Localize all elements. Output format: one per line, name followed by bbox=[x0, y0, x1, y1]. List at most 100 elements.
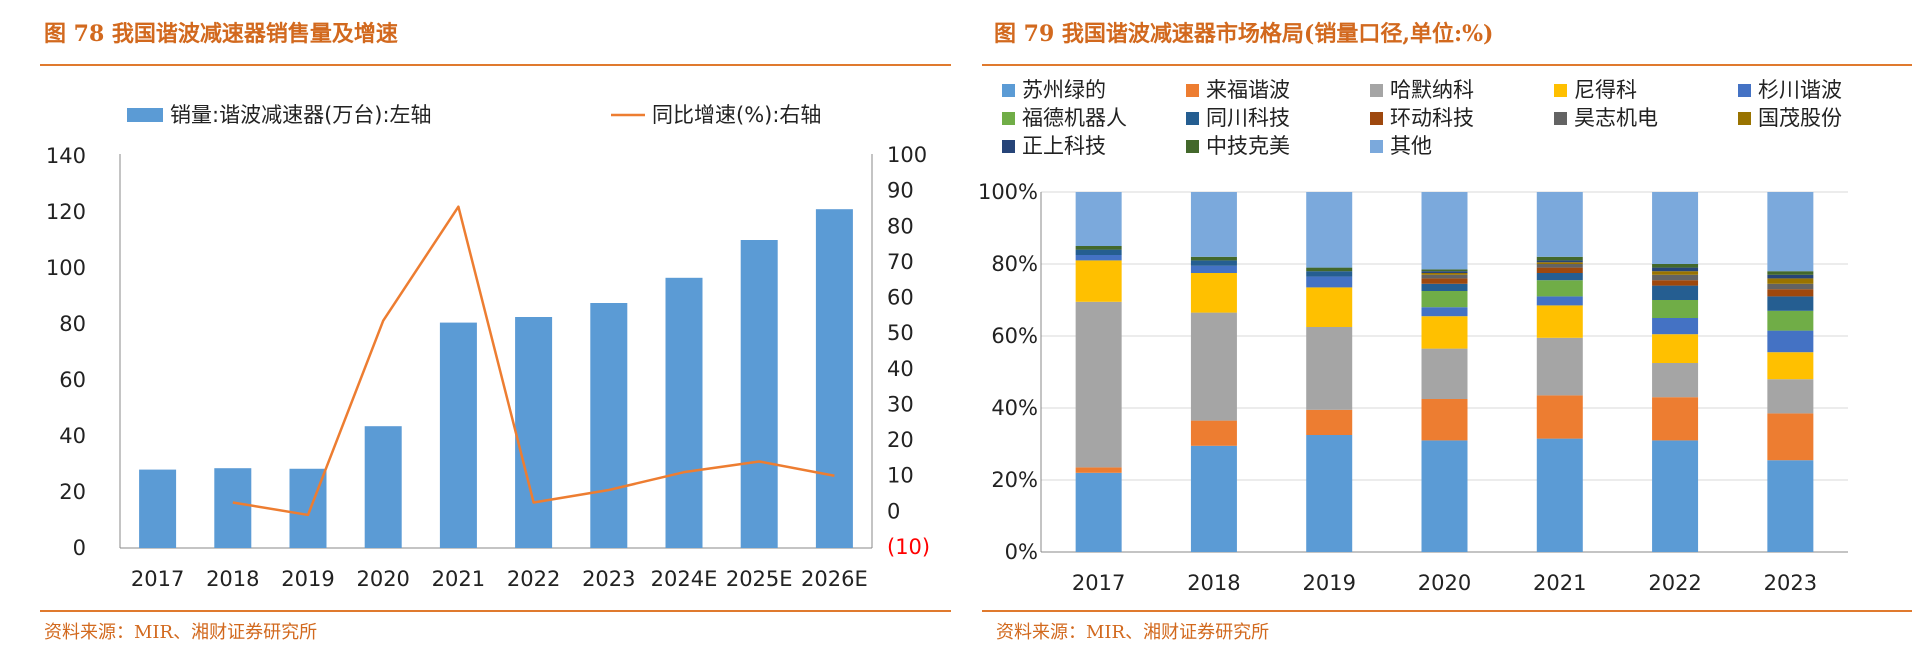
segment-2019-中技克美 bbox=[1306, 267, 1353, 272]
segment-2017-来福谐波 bbox=[1075, 467, 1122, 473]
legend-label: 哈默纳科 bbox=[1390, 78, 1474, 102]
bottom-divider bbox=[40, 610, 951, 612]
y-tick-label: 100% bbox=[978, 180, 1038, 204]
legend-swatch-昊志机电 bbox=[1554, 112, 1567, 125]
segment-2019-来福谐波 bbox=[1306, 409, 1353, 435]
x-tick-label: 2024E bbox=[651, 567, 718, 591]
segment-2019-哈默纳科 bbox=[1306, 327, 1353, 410]
y-right-tick-label: 60 bbox=[887, 286, 914, 310]
legend-bar-swatch bbox=[127, 108, 163, 122]
segment-2022-昊志机电 bbox=[1652, 274, 1699, 281]
y-tick-label: 60% bbox=[991, 324, 1038, 348]
figure-78-title: 图 78 我国谐波减速器销售量及增速 bbox=[44, 21, 398, 47]
segment-2023-正上科技 bbox=[1767, 274, 1814, 279]
bar-2022 bbox=[515, 317, 553, 548]
bar-2023 bbox=[590, 303, 628, 548]
legend-label: 福德机器人 bbox=[1022, 106, 1127, 130]
segment-2021-同川科技 bbox=[1536, 273, 1583, 281]
segment-2023-尼得科 bbox=[1767, 352, 1814, 380]
legend-swatch-同川科技 bbox=[1186, 112, 1199, 125]
segment-2022-杉川谐波 bbox=[1652, 318, 1699, 335]
segment-2018-来福谐波 bbox=[1190, 420, 1237, 446]
x-tick-label: 2023 bbox=[582, 567, 635, 591]
x-tick-label: 2019 bbox=[1302, 571, 1355, 595]
y-right-tick-label: 90 bbox=[887, 179, 914, 203]
segment-2019-同川科技 bbox=[1306, 271, 1353, 277]
segment-2021-昊志机电 bbox=[1536, 264, 1583, 268]
y-right-tick-label: 70 bbox=[887, 250, 914, 274]
segment-2020-昊志机电 bbox=[1421, 274, 1468, 279]
segment-2020-杉川谐波 bbox=[1421, 307, 1468, 317]
segment-2017-杉川谐波 bbox=[1075, 255, 1122, 261]
bar-2018 bbox=[214, 468, 252, 548]
y-left-tick-label: 0 bbox=[73, 536, 86, 560]
legend-swatch-苏州绿的 bbox=[1002, 84, 1015, 97]
legend-swatch-正上科技 bbox=[1002, 140, 1015, 153]
legend-label: 中技克美 bbox=[1206, 134, 1290, 158]
segment-2017-同川科技 bbox=[1075, 249, 1122, 255]
segment-2018-中技克美 bbox=[1190, 256, 1237, 261]
legend-label: 同川科技 bbox=[1206, 106, 1290, 130]
legend-swatch-其他 bbox=[1370, 140, 1383, 153]
legend-swatch-福德机器人 bbox=[1002, 112, 1015, 125]
segment-2023-苏州绿的 bbox=[1767, 460, 1814, 552]
y-tick-label: 0% bbox=[1005, 540, 1038, 564]
segment-2021-其他 bbox=[1536, 192, 1583, 257]
legend-label: 苏州绿的 bbox=[1022, 78, 1106, 102]
bar-2025E bbox=[740, 240, 778, 548]
y-left-tick-label: 140 bbox=[46, 144, 86, 168]
segment-2021-苏州绿的 bbox=[1536, 438, 1583, 552]
bar-2024E bbox=[665, 277, 703, 548]
segment-2017-哈默纳科 bbox=[1075, 301, 1122, 468]
segment-2021-杉川谐波 bbox=[1536, 296, 1583, 306]
figure-79-title: 图 79 我国谐波减速器市场格局(销量口径,单位:%) bbox=[994, 21, 1494, 47]
legend-swatch-中技克美 bbox=[1186, 140, 1199, 153]
bar-2020 bbox=[364, 426, 402, 548]
segment-2020-来福谐波 bbox=[1421, 399, 1468, 441]
y-left-tick-label: 40 bbox=[59, 424, 86, 448]
segment-2021-福德机器人 bbox=[1536, 280, 1583, 297]
segment-2020-苏州绿的 bbox=[1421, 440, 1468, 552]
x-tick-label: 2018 bbox=[206, 567, 259, 591]
segment-2023-哈默纳科 bbox=[1767, 379, 1814, 414]
x-tick-label: 2023 bbox=[1764, 571, 1817, 595]
top-divider bbox=[982, 64, 1912, 66]
segment-2021-中技克美 bbox=[1536, 256, 1583, 261]
segment-2022-同川科技 bbox=[1652, 285, 1699, 300]
y-left-tick-label: 60 bbox=[59, 368, 86, 392]
legend-bar-label: 销量:谐波减速器(万台):左轴 bbox=[170, 103, 432, 127]
y-right-tick-label: 80 bbox=[887, 214, 914, 238]
bar-2026E bbox=[815, 209, 853, 548]
segment-2022-其他 bbox=[1652, 192, 1699, 264]
segment-2017-中技克美 bbox=[1075, 246, 1122, 250]
segment-2017-苏州绿的 bbox=[1075, 472, 1122, 552]
legend-label: 其他 bbox=[1390, 134, 1432, 158]
segment-2021-环动科技 bbox=[1536, 267, 1583, 273]
segment-2019-杉川谐波 bbox=[1306, 276, 1353, 288]
left-panel: 图 78 我国谐波减速器销售量及增速 销量:谐波减速器(万台):左轴 同比增速(%… bbox=[0, 0, 955, 652]
legend-swatch-来福谐波 bbox=[1186, 84, 1199, 97]
segment-2022-尼得科 bbox=[1652, 334, 1699, 363]
segment-2020-其他 bbox=[1421, 192, 1468, 270]
right-panel: 图 79 我国谐波减速器市场格局(销量口径,单位:%) 苏州绿的 来福谐波 哈默纳科… bbox=[978, 0, 1916, 652]
segment-2020-哈默纳科 bbox=[1421, 348, 1468, 399]
segment-2023-来福谐波 bbox=[1767, 413, 1814, 461]
segment-2020-国茂股份 bbox=[1421, 273, 1468, 275]
legend-swatch-环动科技 bbox=[1370, 112, 1383, 125]
segment-2022-中技克美 bbox=[1652, 264, 1699, 268]
segment-2019-其他 bbox=[1306, 192, 1353, 268]
segment-2017-尼得科 bbox=[1075, 260, 1122, 302]
legend-label: 正上科技 bbox=[1022, 134, 1106, 158]
segment-2018-其他 bbox=[1190, 192, 1237, 257]
legend-line-label: 同比增速(%):右轴 bbox=[652, 103, 821, 127]
segment-2023-其他 bbox=[1767, 192, 1814, 272]
segment-2018-苏州绿的 bbox=[1190, 445, 1237, 552]
segment-2022-环动科技 bbox=[1652, 280, 1699, 286]
segment-2023-环动科技 bbox=[1767, 289, 1814, 297]
y-right-tick-label: 50 bbox=[887, 321, 914, 345]
x-tick-label: 2022 bbox=[507, 567, 560, 591]
segment-2022-苏州绿的 bbox=[1652, 440, 1699, 552]
x-tick-label: 2017 bbox=[131, 567, 184, 591]
y-tick-label: 20% bbox=[991, 468, 1038, 492]
